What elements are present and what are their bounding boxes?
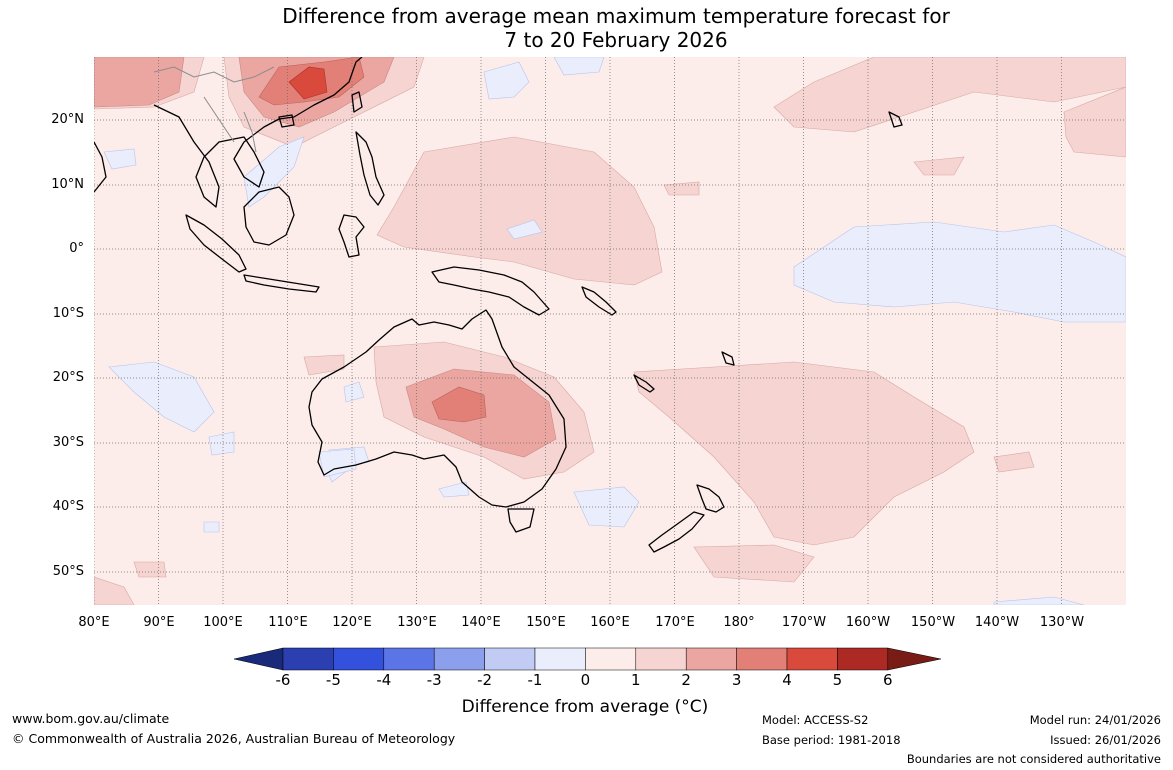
title-line-1: Difference from average mean maximum tem… (282, 4, 950, 28)
lon-label-90e: 90°E (143, 615, 175, 630)
colorbar-tick-label: 2 (681, 671, 691, 689)
footer-disclaimer: Boundaries are not considered authoritat… (906, 752, 1161, 766)
graticule (94, 57, 1126, 605)
title-line-2: 7 to 20 February 2026 (504, 28, 728, 52)
footer-website[interactable]: www.bom.gov.au/climate (12, 711, 170, 726)
coastline-hainan (278, 114, 295, 128)
coastline-borneo (243, 186, 295, 246)
lon-label-80e: 80°E (78, 615, 110, 630)
coastline-solomon-islands (581, 286, 617, 316)
colorbar-tick-label: 1 (631, 671, 641, 689)
lon-label-130e: 130°E (397, 615, 437, 630)
lon-label-150e: 150°E (526, 615, 566, 630)
coastline-philippines (355, 131, 385, 206)
colorbar-segment (837, 647, 889, 671)
colorbar-segment (534, 647, 586, 671)
coastline-new-zealand-north (696, 484, 725, 513)
map-canvas (94, 57, 1126, 605)
coastline-tasmania (507, 508, 535, 533)
coastline-java (243, 274, 320, 293)
colorbar-graphic (233, 647, 942, 671)
coastline-new-zealand-south (648, 511, 705, 553)
footer-model: Model: ACCESS-S2 (762, 713, 869, 727)
colorbar-title: Difference from average (°C) (461, 697, 709, 717)
coastline-australia (308, 309, 567, 508)
lon-label-170w: 170°W (781, 615, 827, 630)
forecast-map[interactable] (94, 57, 1126, 605)
colorbar-tick-label: -4 (376, 671, 392, 689)
anomaly-4-to-5-regions (288, 66, 328, 100)
colorbar-arrow-high (887, 647, 942, 671)
map-title: Difference from average mean maximum tem… (0, 4, 1173, 52)
country-borders (153, 66, 275, 153)
lon-label-170e: 170°E (655, 615, 695, 630)
coastline-new-caledonia (633, 374, 655, 393)
colorbar (230, 644, 945, 676)
lat-label-10s: 10°S (52, 306, 84, 321)
lon-label-140e: 140°E (461, 615, 501, 630)
lat-label-20s: 20°S (52, 370, 84, 385)
lat-label-10n: 10°N (51, 177, 84, 192)
colorbar-segment (333, 647, 385, 671)
lon-label-110e: 110°E (268, 615, 308, 630)
lat-label-40s: 40°S (52, 499, 84, 514)
lat-label-20n: 20°N (51, 112, 84, 127)
lat-label-30s: 30°S (52, 435, 84, 450)
colorbar-segment (433, 647, 485, 671)
lon-label-160w: 160°W (845, 615, 891, 630)
lon-label-160e: 160°E (590, 615, 630, 630)
coastline-sulawesi (338, 214, 365, 258)
colorbar-segment (282, 647, 334, 671)
lon-label-120e: 120°E (332, 615, 372, 630)
lon-label-130w: 130°W (1039, 615, 1085, 630)
colorbar-tick-label: 4 (782, 671, 792, 689)
colorbar-segment (484, 647, 536, 671)
colorbar-tick-label: -5 (325, 671, 341, 689)
coastlines (94, 57, 903, 553)
colorbar-tick-label: -6 (275, 671, 291, 689)
footer-issued: Issued: 26/01/2026 (1050, 733, 1161, 747)
colorbar-tick-label: -1 (527, 671, 543, 689)
colorbar-segment (736, 647, 788, 671)
coastline-taiwan (351, 91, 363, 113)
footer-model-run: Model run: 24/01/2026 (1029, 713, 1161, 727)
colorbar-tick-label: 6 (883, 671, 893, 689)
colorbar-segment (635, 647, 687, 671)
colorbar-arrow-low (233, 647, 284, 671)
coastline-fiji (721, 351, 735, 366)
coastline-india-east (94, 141, 107, 193)
coastline-new-guinea (431, 266, 550, 316)
coastline-hawaii (888, 111, 903, 128)
colorbar-tick-label: 3 (731, 671, 742, 689)
lon-label-140w: 140°W (974, 615, 1020, 630)
lon-label-100e: 100°E (203, 615, 243, 630)
lat-label-50s: 50°S (52, 564, 84, 579)
colorbar-segment (585, 647, 637, 671)
colorbar-tick-label: 5 (832, 671, 843, 689)
coastline-indochina (153, 57, 363, 208)
lat-label-0: 0° (69, 241, 84, 256)
lon-label-150w: 150°W (910, 615, 956, 630)
colorbar-tick-label: -3 (426, 671, 442, 689)
colorbar-tick-label: 0 (580, 671, 591, 689)
footer-copyright: © Commonwealth of Australia 2026, Austra… (12, 731, 456, 746)
colorbar-segment (685, 647, 737, 671)
colorbar-tick-label: -2 (477, 671, 493, 689)
colorbar-segment (786, 647, 838, 671)
coastline-sumatra (185, 214, 247, 273)
lon-label-180: 180° (723, 615, 755, 630)
footer-base-period: Base period: 1981-2018 (762, 733, 901, 747)
anomaly-negative-regions (103, 57, 1126, 605)
colorbar-segment (383, 647, 435, 671)
